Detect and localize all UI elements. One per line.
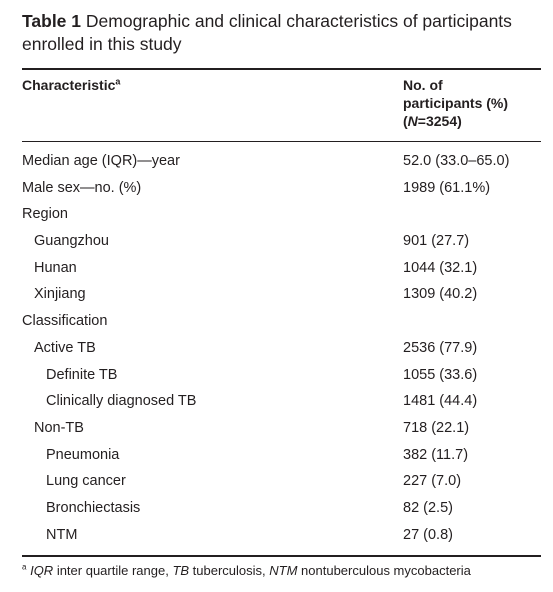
header-characteristic-label: Characteristic xyxy=(22,77,116,93)
table-row: Guangzhou 901 (27.7) xyxy=(0,231,553,258)
header-count: No. of participants (%) (N=3254) xyxy=(403,76,508,130)
row-value: 82 (2.5) xyxy=(403,499,453,516)
table-row: Clinically diagnosed TB 1481 (44.4) xyxy=(0,391,553,418)
footnote-def-tb: tuberculosis, xyxy=(189,563,270,578)
row-label: Median age (IQR)—year xyxy=(22,153,180,169)
footnote-abbr-tb: TB xyxy=(172,563,190,578)
header-count-line2: participants (%) xyxy=(403,95,509,111)
row-value: 1309 (40.2) xyxy=(403,286,478,303)
row-value: 718 (22.1) xyxy=(403,419,470,436)
header-n-var: N xyxy=(407,113,418,129)
footnote-marker-header: a xyxy=(115,76,121,87)
row-value: 901 (27.7) xyxy=(403,233,470,250)
row-label: Lung cancer xyxy=(46,473,126,490)
top-rule xyxy=(22,68,541,70)
table-row: Region xyxy=(0,204,553,231)
table-caption: Table 1 Demographic and clinical charact… xyxy=(22,10,547,56)
footnote-marker: a xyxy=(22,562,27,572)
row-value: 382 (11.7) xyxy=(403,446,469,463)
table-body: Median age (IQR)—year 52.0 (33.0–65.0) Mal… xyxy=(0,151,553,551)
row-value: 1044 (32.1) xyxy=(403,259,478,276)
table-row: Pneumonia 382 (11.7) xyxy=(0,445,553,472)
table-row: Xinjiang 1309 (40.2) xyxy=(0,284,553,311)
header-count-line1: No. of xyxy=(403,77,443,93)
table-row: Non-TB 718 (22.1) xyxy=(0,418,553,445)
table-row: Hunan 1044 (32.1) xyxy=(0,258,553,285)
row-label: Xinjiang xyxy=(34,286,86,303)
row-value: 2536 (77.9) xyxy=(403,339,478,356)
table-row: Active TB 2536 (77.9) xyxy=(0,338,553,365)
row-value: 52.0 (33.0–65.0) xyxy=(403,153,510,169)
table-number: Table 1 xyxy=(22,11,82,31)
footnote-abbr-ntm: NTM xyxy=(269,563,298,578)
table-row: NTM 27 (0.8) xyxy=(0,525,553,552)
header-characteristic: Characteristica xyxy=(22,76,120,94)
row-label: Pneumonia xyxy=(46,446,120,463)
row-label: Clinically diagnosed TB xyxy=(46,393,197,410)
row-value: 1055 (33.6) xyxy=(403,366,478,383)
header-n-open: ( xyxy=(403,113,408,129)
row-label: Guangzhou xyxy=(34,233,109,250)
row-label: Bronchiectasis xyxy=(46,499,141,516)
footnote-def-ntm: nontuberculous mycobacteria xyxy=(297,563,471,578)
row-value: 1989 (61.1%) xyxy=(403,179,491,196)
table-row: Male sex—no. (%) 1989 (61.1%) xyxy=(0,178,553,205)
table-row: Median age (IQR)—year 52.0 (33.0–65.0) xyxy=(0,151,553,178)
bottom-rule xyxy=(22,555,541,557)
row-value: 227 (7.0) xyxy=(403,473,462,490)
table-title: Demographic and clinical characteristics… xyxy=(22,11,512,54)
row-value: 27 (0.8) xyxy=(403,526,453,543)
footnote-abbr-iqr: IQR xyxy=(30,563,54,578)
row-label: Non-TB xyxy=(34,419,84,436)
row-label: Definite TB xyxy=(46,366,118,383)
header-n-rest: =3254) xyxy=(417,113,462,129)
table-footnote: a IQR inter quartile range, TB tuberculo… xyxy=(22,562,471,580)
row-value: 1481 (44.4) xyxy=(403,393,478,410)
table-row: Classification xyxy=(0,311,553,338)
table-row: Definite TB 1055 (33.6) xyxy=(0,365,553,392)
row-label: Classification xyxy=(22,313,108,330)
footnote-def-iqr: inter quartile range, xyxy=(53,563,173,578)
row-label: NTM xyxy=(46,526,78,543)
row-label: Male sex—no. (%) xyxy=(22,179,142,196)
row-label: Hunan xyxy=(34,259,77,276)
header-rule xyxy=(22,141,541,142)
row-label: Active TB xyxy=(34,339,96,356)
row-label: Region xyxy=(22,206,68,223)
header-count-line3: (N=3254) xyxy=(403,112,508,130)
table-row: Lung cancer 227 (7.0) xyxy=(0,471,553,498)
table-row: Bronchiectasis 82 (2.5) xyxy=(0,498,553,525)
